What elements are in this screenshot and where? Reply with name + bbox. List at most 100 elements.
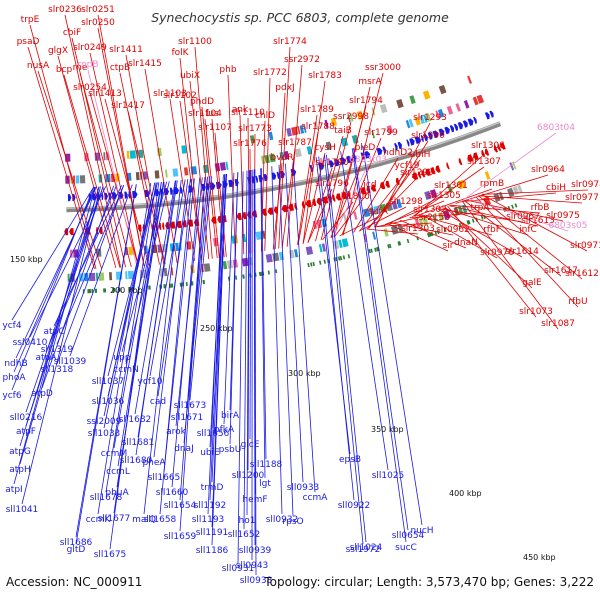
cog-feature [306,146,313,155]
cog-feature [397,224,404,233]
leader-line-plus [297,114,318,245]
leader-line-plus [227,74,236,256]
gene-label-minus: pfkA [214,425,235,435]
gene-label-plus: slr0254 [73,83,107,93]
gene-label-plus: slr0236 [48,5,82,15]
leader-line-plus [89,92,139,267]
cog-feature [324,119,329,128]
leader-line-plus [315,135,344,242]
gene-label-minus: sll1036 [92,397,125,407]
minus-strand-feature [394,143,398,151]
leader-line-plus [274,92,286,250]
trna-marker [310,262,313,267]
cog-feature [129,150,136,159]
plus-strand-feature [335,193,342,201]
leader-line-plus [307,188,333,243]
cog-feature [396,199,403,209]
trna-marker [388,243,392,248]
leader-line-minus [324,155,364,545]
leader-line-plus [339,216,379,237]
leader-line-minus [53,185,123,327]
minus-strand-feature [449,125,454,133]
leader-line-plus [169,98,196,262]
leader-line-minus [29,186,107,338]
trna-marker [87,289,90,294]
leader-line-plus [320,121,352,241]
cog-feature [79,175,86,184]
leader-line-minus [134,180,176,415]
gene-label-plus: slr1788 [301,122,335,132]
gene-label-minus: phoA [2,373,26,383]
trna-marker [259,271,263,276]
minus-strand-feature [427,132,433,140]
gene-label-plus: slr1794 [349,96,383,106]
gene-label-plus: slr0251 [81,5,115,15]
leader-line-minus [153,179,189,458]
leader-line-plus [189,80,210,260]
gene-label-plus: slr0967 [506,212,540,222]
cog-feature [126,150,130,159]
gene-label-minus: sll1192 [194,501,227,511]
minus-strand-feature [169,187,173,195]
minus-strand-feature [406,139,410,147]
leader-line-plus [417,188,493,216]
leader-line-plus [447,205,537,318]
plus-strand-feature [500,142,506,150]
kbp-label: 450 kbp [523,553,556,562]
leader-line-minus [149,179,186,377]
cog-feature [507,187,515,198]
gene-label-plus: slr1612 [565,269,599,279]
gene-label-plus: slr1302 [413,205,447,215]
gene-label-plus: bvdR [270,153,293,163]
leader-line-rna [460,132,557,202]
leader-line-plus [201,106,218,259]
gene-label-plus: slr1796 [315,179,349,189]
cog-feature [268,131,274,141]
gene-label-rna: 6803t03 [349,155,387,165]
leader-line-plus [399,219,467,249]
cog-feature [165,169,168,178]
cog-feature [396,99,404,109]
gene-label-plus: phdD [190,97,214,107]
cog-feature [463,100,470,109]
gene-label-plus: slr1617 [544,266,578,276]
leader-line-minus [223,172,235,425]
cog-feature [278,251,285,261]
gene-label-plus: pleD [355,143,376,153]
gene-label-minus: sll1680 [120,456,153,466]
cog-feature [98,272,105,281]
gene-label-minus: glcE [241,440,260,450]
gene-label-plus: cysH [314,143,336,153]
minus-strand-feature [423,133,428,142]
cog-feature [343,213,348,223]
leader-line-minus [285,163,304,483]
gene-label-plus: slr1776 [233,139,267,149]
gene-label-plus: slr1301 [434,181,468,191]
leader-line-minus [292,161,316,493]
gene-label-minus: nucH [410,526,433,536]
leader-line-minus [207,174,224,515]
trna-marker [148,285,151,290]
gene-label-minus: sll1682 [119,415,152,425]
gene-label-plus: glgX [48,46,68,56]
minus-strand-feature [414,136,421,144]
gene-label-plus: slr1789 [300,105,334,115]
gene-label-plus: slr0971 [570,241,600,251]
cog-feature [353,211,358,220]
cog-feature [299,125,305,134]
gene-label-minus: sll0932 [266,515,299,525]
leader-line-plus [481,194,588,252]
gene-label-minus: sll1681 [122,438,155,448]
cog-feature [356,110,364,120]
trna-marker [95,288,98,293]
gene-label-plus: slr1415 [128,59,162,69]
gene-label-plus: ank [232,105,249,115]
leader-line-plus [37,70,102,269]
gene-label-minus: sll1041 [6,505,39,515]
kbp-label: 350 kbp [371,425,404,434]
leader-line-plus [302,80,326,244]
trna-marker [466,220,470,225]
cog-feature [424,190,432,200]
gene-label-minus: sll1191 [196,528,229,538]
